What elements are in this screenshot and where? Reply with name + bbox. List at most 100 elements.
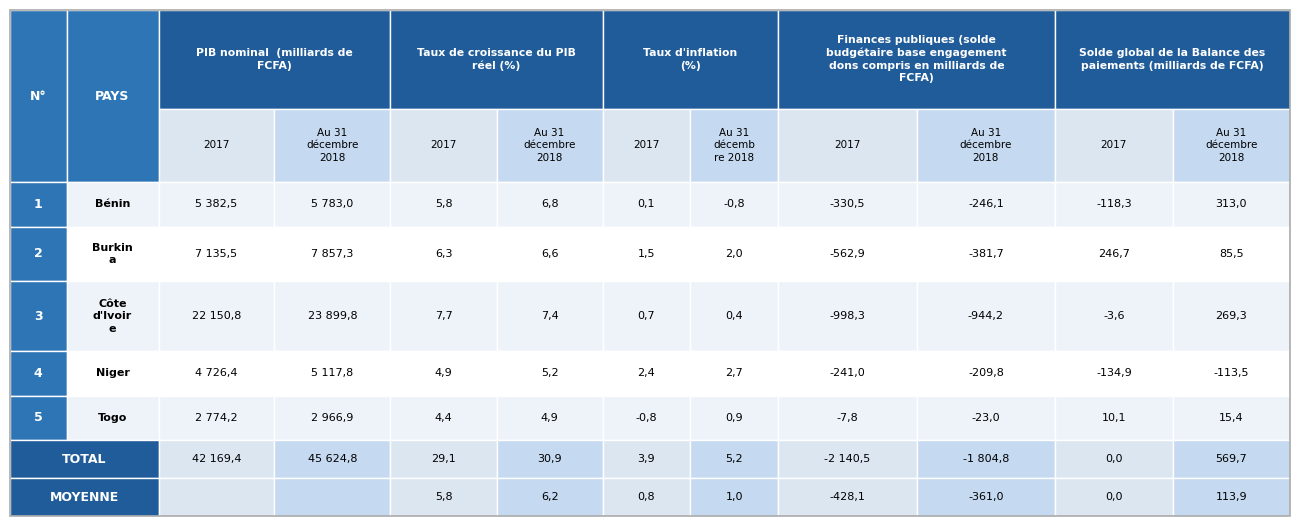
Bar <box>159 227 274 281</box>
Text: 0,1: 0,1 <box>638 199 655 209</box>
Bar <box>1056 109 1173 182</box>
Bar <box>159 396 274 440</box>
Text: 42 169,4: 42 169,4 <box>191 454 242 464</box>
Bar <box>603 440 690 478</box>
Bar <box>497 281 603 351</box>
Bar <box>916 109 1056 182</box>
Bar <box>390 351 497 396</box>
Text: 5: 5 <box>34 411 43 424</box>
Text: 2017: 2017 <box>203 140 230 150</box>
Text: 23 899,8: 23 899,8 <box>308 311 358 321</box>
Text: 29,1: 29,1 <box>432 454 456 464</box>
Text: 3,9: 3,9 <box>638 454 655 464</box>
Text: 2 966,9: 2 966,9 <box>311 413 354 423</box>
Text: -134,9: -134,9 <box>1096 368 1132 378</box>
Text: -361,0: -361,0 <box>968 492 1004 502</box>
Text: 10,1: 10,1 <box>1101 413 1126 423</box>
Bar <box>1173 478 1290 516</box>
Bar <box>916 440 1056 478</box>
Bar <box>1056 227 1173 281</box>
Bar <box>1173 281 1290 351</box>
Bar <box>777 227 916 281</box>
Text: 5,2: 5,2 <box>725 454 744 464</box>
Bar <box>10 351 66 396</box>
Text: Au 31
décembre
2018: Au 31 décembre 2018 <box>524 128 576 163</box>
Bar <box>603 281 690 351</box>
Bar <box>1173 440 1290 478</box>
Text: 85,5: 85,5 <box>1219 249 1244 259</box>
Text: 2017: 2017 <box>430 140 456 150</box>
Text: -2 140,5: -2 140,5 <box>824 454 871 464</box>
Bar <box>159 109 274 182</box>
Text: 1,0: 1,0 <box>725 492 742 502</box>
Text: 2017: 2017 <box>633 140 659 150</box>
Bar <box>603 10 777 109</box>
Bar <box>497 351 603 396</box>
Bar <box>497 440 603 478</box>
Bar <box>690 281 777 351</box>
Bar <box>603 478 690 516</box>
Bar <box>603 396 690 440</box>
Text: 7 857,3: 7 857,3 <box>311 249 354 259</box>
Text: 2,7: 2,7 <box>725 368 744 378</box>
Bar <box>916 478 1056 516</box>
Bar <box>10 227 66 281</box>
Text: 0,7: 0,7 <box>638 311 655 321</box>
Bar <box>777 351 916 396</box>
Bar <box>916 396 1056 440</box>
Bar <box>66 227 159 281</box>
Bar <box>690 227 777 281</box>
Text: -1 804,8: -1 804,8 <box>963 454 1009 464</box>
Text: Au 31
décembre
2018: Au 31 décembre 2018 <box>307 128 359 163</box>
Text: -23,0: -23,0 <box>971 413 1000 423</box>
Bar <box>1056 440 1173 478</box>
Text: 2 774,2: 2 774,2 <box>195 413 238 423</box>
Text: 5 117,8: 5 117,8 <box>312 368 354 378</box>
Bar <box>274 396 390 440</box>
Text: PIB nominal  (milliards de
FCFA): PIB nominal (milliards de FCFA) <box>196 48 352 70</box>
Bar <box>390 478 497 516</box>
Bar <box>916 227 1056 281</box>
Text: Solde global de la Balance des
paiements (milliards de FCFA): Solde global de la Balance des paiements… <box>1079 48 1266 70</box>
Bar <box>1056 396 1173 440</box>
Text: 2017: 2017 <box>835 140 861 150</box>
Bar <box>690 351 777 396</box>
Text: -0,8: -0,8 <box>723 199 745 209</box>
Bar <box>690 440 777 478</box>
Text: Bénin: Bénin <box>95 199 130 209</box>
Text: -330,5: -330,5 <box>829 199 864 209</box>
Text: Finances publiques (solde
budgétaire base engagement
dons compris en milliards d: Finances publiques (solde budgétaire bas… <box>827 35 1008 83</box>
Bar <box>916 281 1056 351</box>
Text: 0,0: 0,0 <box>1105 492 1123 502</box>
Bar <box>66 10 159 182</box>
Text: PAYS: PAYS <box>95 89 130 103</box>
Text: 313,0: 313,0 <box>1216 199 1247 209</box>
Bar <box>159 351 274 396</box>
Bar <box>690 478 777 516</box>
Text: -246,1: -246,1 <box>968 199 1004 209</box>
Text: -381,7: -381,7 <box>968 249 1004 259</box>
Text: 3: 3 <box>34 310 43 322</box>
Text: 269,3: 269,3 <box>1216 311 1247 321</box>
Bar <box>159 440 274 478</box>
Text: -562,9: -562,9 <box>829 249 866 259</box>
Text: 5,2: 5,2 <box>541 368 559 378</box>
Bar <box>274 281 390 351</box>
Text: -113,5: -113,5 <box>1214 368 1249 378</box>
Bar <box>777 396 916 440</box>
Text: -428,1: -428,1 <box>829 492 866 502</box>
Bar <box>159 478 274 516</box>
Bar <box>274 478 390 516</box>
Bar <box>159 281 274 351</box>
Text: 15,4: 15,4 <box>1219 413 1244 423</box>
Text: 7,4: 7,4 <box>541 311 559 321</box>
Text: 0,8: 0,8 <box>638 492 655 502</box>
Bar <box>390 227 497 281</box>
Bar <box>10 396 66 440</box>
Text: N°: N° <box>30 89 47 103</box>
Bar <box>777 440 916 478</box>
Bar <box>10 478 159 516</box>
Bar <box>1173 109 1290 182</box>
Text: -3,6: -3,6 <box>1104 311 1124 321</box>
Bar <box>66 281 159 351</box>
